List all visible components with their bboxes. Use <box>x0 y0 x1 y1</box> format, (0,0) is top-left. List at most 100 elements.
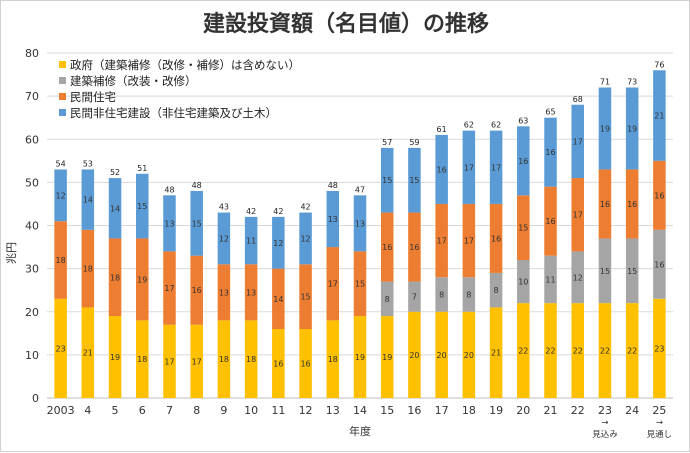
bar-segment <box>380 212 394 282</box>
bar-segment-label: 8 <box>385 295 390 304</box>
legend-label: 建築補修（改装・改修） <box>70 74 197 88</box>
bar-segment <box>81 307 95 398</box>
bar-segment <box>598 303 612 398</box>
bar-total-label: 62 <box>464 121 474 130</box>
bar-segment <box>108 238 122 317</box>
bar-total-label: 59 <box>409 138 419 147</box>
bar-segment <box>353 251 367 317</box>
bar-segment <box>544 255 557 304</box>
bar-segment <box>408 281 421 312</box>
bar-segment-label: 7 <box>412 293 417 302</box>
bar-segment-label: 8 <box>439 291 444 300</box>
bar-segment <box>571 303 584 398</box>
bar-segment-label: 16 <box>300 360 310 369</box>
bar-segment-label: 15 <box>627 267 637 276</box>
bar-segment <box>462 311 476 398</box>
bar-segment-label: 21 <box>654 112 664 121</box>
bar-segment-label: 15 <box>137 202 147 211</box>
bar-total-label: 76 <box>654 60 664 69</box>
bar-segment <box>299 264 312 329</box>
x-tick-label: 13 <box>326 404 340 417</box>
bar-segment-label: 18 <box>246 355 256 364</box>
bar-total-label: 48 <box>328 181 338 190</box>
bar-segment-label: 13 <box>355 219 365 228</box>
x-tick-label: 25 <box>652 404 666 417</box>
x-note-arrow: → <box>656 418 663 428</box>
bar-segment-label: 18 <box>110 273 120 282</box>
bar-segment <box>217 264 231 321</box>
bar-segment-label: 12 <box>273 239 283 248</box>
x-tick-label: 22 <box>571 404 585 417</box>
x-tick-label: 20 <box>516 404 530 417</box>
bar-segment-label: 17 <box>573 211 583 220</box>
bar-segment-label: 15 <box>409 176 419 185</box>
bar-segment <box>408 212 421 282</box>
bar-segment-label: 17 <box>464 163 474 172</box>
bar-segment-label: 20 <box>437 351 447 360</box>
x-tick-label: 17 <box>435 404 449 417</box>
bar-segment <box>517 195 530 260</box>
x-tick-label: 7 <box>166 404 173 417</box>
bar-segment <box>380 281 394 317</box>
bar-segment <box>163 251 176 325</box>
bar-segment-label: 16 <box>409 243 419 252</box>
bar-segment-label: 16 <box>518 157 528 166</box>
bar-segment-label: 16 <box>654 260 664 269</box>
bar-segment <box>353 316 367 398</box>
bar-segment <box>435 134 448 204</box>
x-tick-label: 16 <box>407 404 421 417</box>
bar-segment <box>217 320 231 398</box>
bar-segment-label: 15 <box>518 224 528 233</box>
bar-segment <box>380 147 394 213</box>
bar-segment <box>353 195 367 252</box>
x-tick-label: 21 <box>544 404 558 417</box>
bar-segment <box>136 238 149 321</box>
bar-segment-label: 14 <box>110 204 120 213</box>
bar-segment-label: 19 <box>355 353 365 362</box>
bar-segment <box>625 87 639 170</box>
bar-segment-label: 22 <box>627 347 637 356</box>
x-tick-label: 4 <box>84 404 91 417</box>
bar-segment-label: 17 <box>573 137 583 146</box>
x-tick-label: 23 <box>598 404 612 417</box>
bar-segment <box>653 298 666 398</box>
bar-segment <box>244 216 258 265</box>
bar-segment-label: 12 <box>573 273 583 282</box>
bar-segment-label: 13 <box>219 288 229 297</box>
bar-segment <box>326 247 340 321</box>
x-note-label: 見通し <box>647 429 673 440</box>
bar-segment <box>544 117 557 187</box>
bar-segment-label: 23 <box>56 344 66 353</box>
bar-total-label: 63 <box>518 116 528 125</box>
bar-total-label: 62 <box>491 121 501 130</box>
chart-title: 建設投資額（名目値）の推移 <box>203 11 489 37</box>
bar-segment-label: 18 <box>83 265 93 274</box>
bar-segment <box>244 264 258 321</box>
bar-segment <box>272 268 285 329</box>
bar-segment <box>54 169 67 222</box>
bar-segment <box>435 277 448 312</box>
bar-segment-label: 14 <box>83 196 93 205</box>
bar-total-label: 61 <box>437 125 447 134</box>
bar-segment-label: 11 <box>246 237 256 246</box>
legend-label: 民間住宅 <box>70 90 116 104</box>
bar-segment <box>108 316 122 398</box>
x-tick-label: 6 <box>139 404 146 417</box>
bar-segment <box>462 277 476 312</box>
x-tick-label: 14 <box>353 404 367 417</box>
x-note-arrow: → <box>601 418 608 428</box>
bar-segment <box>653 229 666 299</box>
y-tick-label: 70 <box>25 90 39 103</box>
bar-segment <box>136 320 149 398</box>
legend-label: 民間非住宅建設（非住宅建築及び土木） <box>70 106 277 120</box>
bar-segment-label: 13 <box>246 288 256 297</box>
bar-segment-label: 12 <box>219 234 229 243</box>
bar-segment <box>81 169 95 230</box>
bar-segment-label: 16 <box>437 165 447 174</box>
bar-segment <box>136 173 149 239</box>
legend-swatch <box>59 61 66 68</box>
x-tick-label: 18 <box>462 404 476 417</box>
bar-total-label: 42 <box>246 207 256 216</box>
bar-segment <box>163 195 176 252</box>
